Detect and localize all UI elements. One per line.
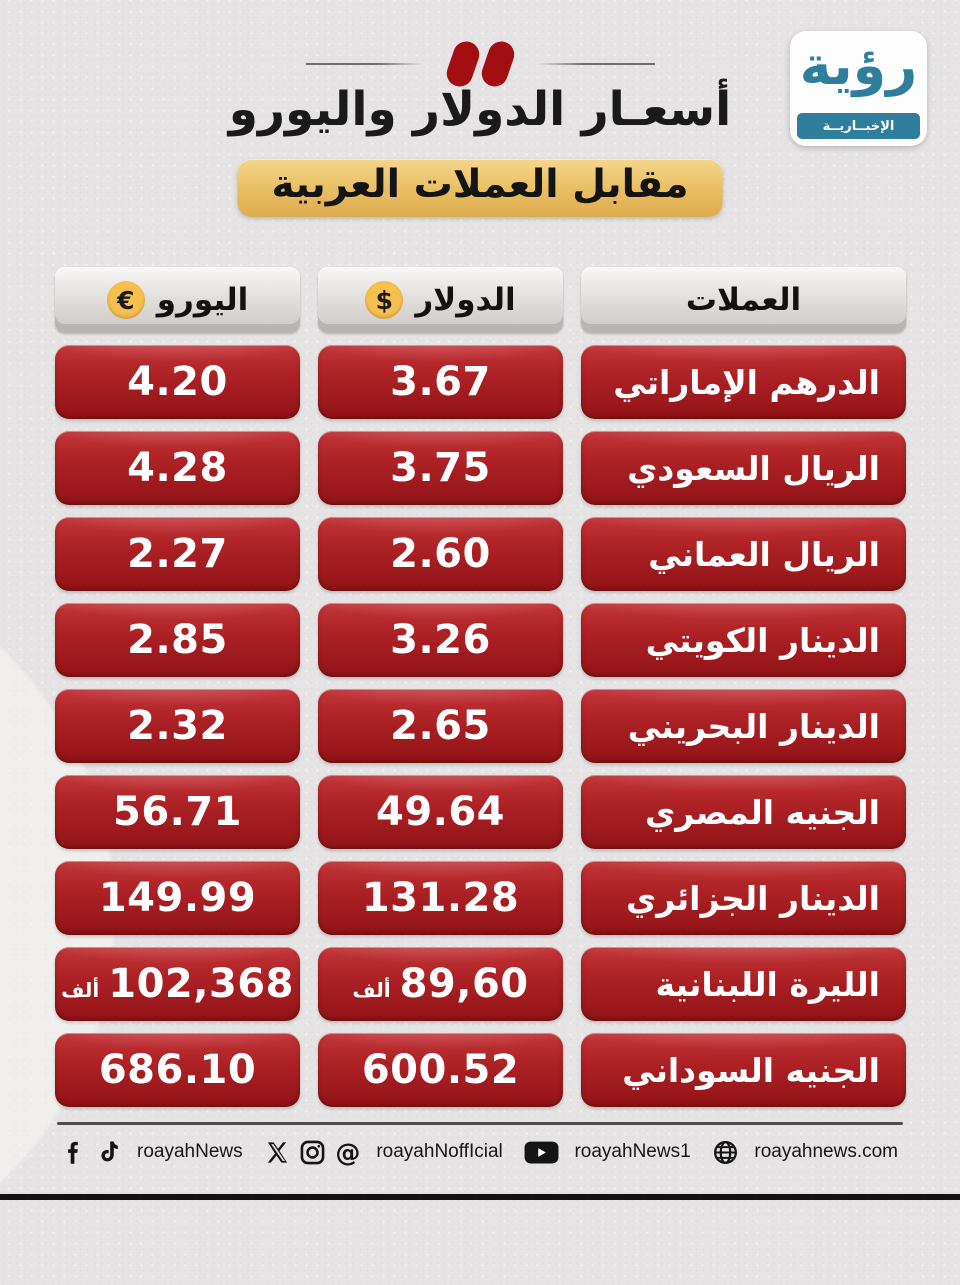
youtube-icon <box>524 1139 559 1166</box>
euro-value: 4.20 <box>127 359 228 405</box>
column-header-euro: اليورو € <box>55 267 300 333</box>
social-group: roayahnews.com <box>712 1139 898 1166</box>
quote-line-left <box>536 63 655 65</box>
dollar-coin-icon: $ <box>365 281 404 319</box>
currency-name: الجنيه السوداني <box>622 1050 880 1090</box>
tiktok-icon <box>95 1139 122 1166</box>
bottom-edge-bar <box>0 1194 960 1200</box>
dollar-value-cell: 3.67 <box>318 345 563 419</box>
currency-name-cell: الدينار الكويتي <box>581 603 906 677</box>
currency-name: الريال السعودي <box>627 448 880 488</box>
euro-value-cell: 56.71 <box>55 775 300 849</box>
dollar-value-cell: 89,60 ألف <box>318 947 563 1021</box>
dollar-value-cell: 3.75 <box>318 431 563 505</box>
social-group: roayahNews1 <box>524 1139 691 1166</box>
dollar-value: 131.28 <box>361 875 520 921</box>
euro-value-cell: 686.10 <box>55 1033 300 1107</box>
social-handle: roayahNoffIcial <box>376 1141 503 1162</box>
subtitle-banner: مقابل العملات العربية <box>237 159 723 217</box>
brand-logo: رؤية الإخبــاريــة <box>790 31 927 146</box>
currency-name-cell: الجنيه السوداني <box>581 1033 906 1107</box>
euro-value: 56.71 <box>112 789 243 835</box>
euro-value: 2.27 <box>127 531 228 577</box>
threads-icon: @ <box>335 1137 361 1167</box>
euro-value: 2.85 <box>127 617 228 663</box>
thousand-suffix: ألف <box>352 978 391 1002</box>
thousand-suffix: ألف <box>61 978 100 1002</box>
currency-name: الدينار البحريني <box>627 706 880 746</box>
social-handle: roayahNews1 <box>574 1141 691 1162</box>
euro-value-cell: 4.20 <box>55 345 300 419</box>
currency-name-cell: الدينار البحريني <box>581 689 906 763</box>
currency-name: الدرهم الإماراتي <box>613 362 880 402</box>
social-row: roayahNews @ roayahNoffIcial roayahNews1 roa… <box>60 1133 898 1171</box>
dollar-value: 89,60 <box>399 961 529 1007</box>
instagram-icon <box>299 1139 326 1166</box>
facebook-icon <box>60 1139 87 1166</box>
social-handle: roayahnews.com <box>754 1141 898 1162</box>
euro-value-cell: 102,368 ألف <box>55 947 300 1021</box>
dollar-value: 2.65 <box>390 703 491 749</box>
currency-name-cell: الدرهم الإماراتي <box>581 345 906 419</box>
globe-icon <box>712 1139 739 1166</box>
euro-value: 4.28 <box>127 445 228 491</box>
column-header-label: اليورو <box>156 282 249 318</box>
currency-name-cell: الليرة اللبنانية <box>581 947 906 1021</box>
dollar-value: 2.60 <box>390 531 491 577</box>
euro-value-cell: 4.28 <box>55 431 300 505</box>
brand-logo-band: الإخبــاريــة <box>797 113 920 139</box>
currency-name-cell: الريال السعودي <box>581 431 906 505</box>
quote-decoration <box>0 34 960 94</box>
euro-value: 2.32 <box>127 703 228 749</box>
social-handle: roayahNews <box>137 1141 243 1162</box>
euro-coin-icon: € <box>106 281 145 319</box>
column-header-currency: العملات <box>581 267 906 333</box>
page-title: أسعـار الدولار واليورو <box>228 82 732 137</box>
column-header-label: العملات <box>685 282 802 318</box>
subtitle-text: مقابل العملات العربية <box>271 162 689 207</box>
currency-name-cell: الجنيه المصري <box>581 775 906 849</box>
quote-mark-icon <box>442 38 518 90</box>
dollar-value-cell: 2.65 <box>318 689 563 763</box>
column-header-dollar: الدولار $ <box>318 267 563 333</box>
quote-line-right <box>305 63 424 65</box>
brand-logo-name: رؤية <box>799 34 918 97</box>
x-icon <box>264 1139 291 1166</box>
euro-value: 686.10 <box>98 1047 257 1093</box>
brand-logo-tagline: الإخبــاريــة <box>822 118 895 134</box>
column-header-label: الدولار <box>415 282 516 318</box>
social-group: roayahNews <box>60 1139 243 1166</box>
dollar-value-cell: 49.64 <box>318 775 563 849</box>
dollar-value-cell: 2.60 <box>318 517 563 591</box>
dollar-value-cell: 3.26 <box>318 603 563 677</box>
dollar-value: 49.64 <box>375 789 506 835</box>
dollar-value-cell: 600.52 <box>318 1033 563 1107</box>
dollar-value: 3.67 <box>390 359 491 405</box>
currency-name: الريال العماني <box>648 534 880 574</box>
footer-divider <box>57 1122 903 1125</box>
currency-name: الدينار الجزائري <box>626 878 880 918</box>
social-group: @ roayahNoffIcial <box>264 1137 503 1167</box>
euro-value: 102,368 <box>108 961 294 1007</box>
rates-table: العملات الدولار $ اليورو € الدرهم الإماراتي 3.… <box>55 267 906 1107</box>
euro-value: 149.99 <box>98 875 257 921</box>
currency-name: الجنيه المصري <box>644 792 880 832</box>
euro-value-cell: 2.27 <box>55 517 300 591</box>
dollar-value: 3.26 <box>390 617 491 663</box>
dollar-value-cell: 131.28 <box>318 861 563 935</box>
currency-name-cell: الدينار الجزائري <box>581 861 906 935</box>
euro-value-cell: 149.99 <box>55 861 300 935</box>
currency-name: الليرة اللبنانية <box>655 964 880 1004</box>
dollar-value: 600.52 <box>361 1047 520 1093</box>
dollar-value: 3.75 <box>390 445 491 491</box>
euro-value-cell: 2.32 <box>55 689 300 763</box>
euro-value-cell: 2.85 <box>55 603 300 677</box>
currency-name: الدينار الكويتي <box>645 620 880 660</box>
currency-name-cell: الريال العماني <box>581 517 906 591</box>
